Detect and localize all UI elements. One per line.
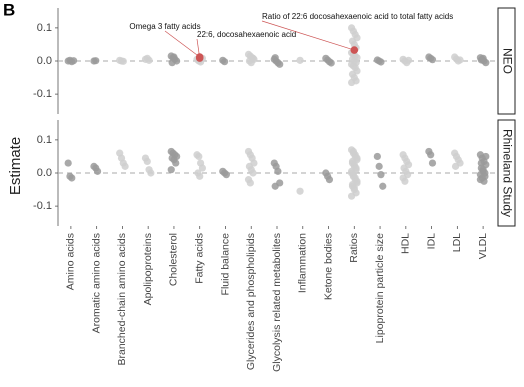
- y-axis-label: Estimate: [7, 137, 24, 195]
- data-point: [145, 56, 153, 64]
- data-point: [428, 159, 437, 167]
- data-point: [93, 167, 102, 175]
- strip-label: NEO: [500, 48, 514, 74]
- x-tick-label: Lipoprotein particle size: [374, 233, 386, 343]
- data-point: [296, 56, 304, 64]
- data-point: [121, 162, 129, 170]
- data-point: [271, 182, 279, 190]
- data-point: [249, 169, 257, 177]
- data-point: [168, 59, 176, 67]
- data-point: [196, 172, 204, 180]
- data-point: [404, 56, 413, 64]
- data-point: [198, 164, 207, 172]
- strip-box: [497, 7, 516, 115]
- data-point: [325, 176, 334, 184]
- annotation-line: [261, 20, 355, 51]
- data-point: [327, 59, 335, 67]
- data-point: [377, 171, 385, 179]
- x-tick-label: Fluid balance: [219, 233, 231, 296]
- x-tick-label: VLDL: [477, 233, 489, 259]
- data-point: [347, 192, 356, 200]
- data-point: [172, 159, 180, 167]
- strip-label: Rhineland Study: [500, 129, 514, 217]
- data-point: [92, 57, 100, 65]
- data-point: [246, 179, 254, 187]
- data-point: [401, 177, 409, 185]
- data-point: [456, 56, 464, 64]
- annotation: Omega 3 fatty acids: [129, 22, 200, 31]
- y-tick-label: 0.0: [37, 55, 52, 67]
- x-tick-label: IDL: [425, 233, 437, 250]
- y-tick-label: -0.1: [33, 88, 52, 100]
- data-point: [428, 56, 437, 64]
- data-point: [69, 57, 78, 65]
- data-point: [427, 151, 435, 159]
- data-point: [143, 157, 151, 166]
- data-point: [451, 162, 460, 170]
- x-tick-label: Amino acids: [65, 233, 77, 290]
- y-tick-label: 0.1: [37, 134, 52, 146]
- annotation-line: [164, 30, 200, 58]
- data-point: [476, 176, 485, 184]
- data-point: [170, 53, 178, 61]
- x-tick-label: Glycerides and phospholipids: [245, 233, 257, 370]
- figure-label: B: [3, 0, 15, 19]
- annotation: Ratio of 22:6 docosahexaenoic acid to to…: [262, 12, 453, 21]
- x-tick-label: Inflammation: [297, 233, 309, 293]
- data-point: [167, 166, 175, 174]
- annotation: 22:6, docosahexaenoic acid: [197, 30, 296, 39]
- data-point: [195, 152, 203, 161]
- data-point: [64, 159, 72, 167]
- data-point: [271, 54, 279, 62]
- data-point: [68, 174, 76, 182]
- y-tick-label: 0.1: [37, 22, 52, 34]
- data-point: [274, 167, 282, 175]
- data-point: [479, 54, 487, 62]
- data-point: [347, 78, 356, 87]
- data-point: [479, 166, 487, 174]
- highlight-point: [350, 46, 359, 54]
- data-point: [276, 60, 284, 68]
- highlight-point: [195, 54, 204, 62]
- data-point: [222, 171, 230, 179]
- data-point: [249, 54, 257, 62]
- x-tick-label: Aromatic amino acids: [90, 233, 102, 333]
- x-tick-label: HDL: [400, 233, 412, 254]
- data-point: [350, 184, 358, 192]
- data-point: [379, 182, 387, 190]
- x-tick-label: Branched-chain amino acids: [116, 233, 128, 366]
- x-tick-label: Ketone bodies: [322, 233, 334, 300]
- data-point: [373, 152, 381, 161]
- data-point: [119, 57, 127, 65]
- x-tick-label: Cholesterol: [168, 233, 180, 286]
- y-tick-label: -0.1: [33, 200, 52, 212]
- strip-box: [497, 119, 516, 227]
- x-tick-label: Apolipoproteins: [142, 233, 154, 305]
- data-point: [377, 58, 385, 66]
- data-point: [147, 169, 155, 177]
- x-tick-label: Fatty acids: [193, 233, 205, 284]
- data-point: [220, 58, 229, 66]
- data-point: [477, 159, 485, 167]
- data-point: [375, 162, 383, 170]
- y-tick-label: 0.0: [37, 167, 52, 179]
- x-tick-label: Glycolysis related metabolites: [271, 233, 283, 372]
- x-tick-label: Ratios: [348, 233, 360, 263]
- data-point: [296, 187, 304, 195]
- x-tick-label: LDL: [451, 233, 463, 252]
- data-point: [482, 152, 490, 161]
